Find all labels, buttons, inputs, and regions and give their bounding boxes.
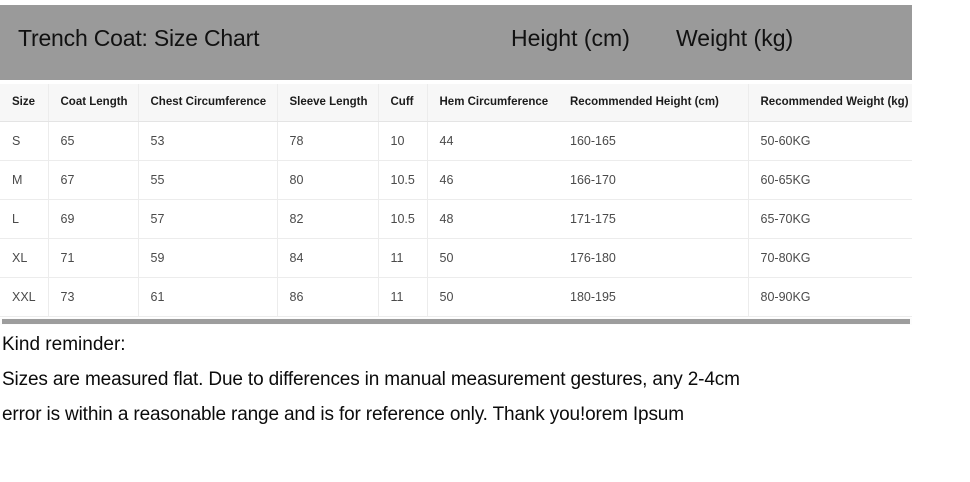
cell-hem-circumference: 50 (426, 277, 558, 318)
column-header-sleeve-length: Sleeve Length (276, 84, 378, 122)
table-row: L 69 57 82 10.5 48 (0, 199, 558, 240)
cell-coat-length: 73 (47, 277, 138, 318)
column-header-recommended-height: Recommended Height (cm) (558, 84, 748, 122)
table-row: XL 71 59 84 11 50 (0, 238, 558, 279)
cell-size: L (0, 199, 48, 240)
cell-sleeve-length: 86 (276, 277, 378, 318)
column-header-chest-circumference: Chest Circumference (137, 84, 277, 122)
cell-coat-length: 69 (47, 199, 138, 240)
cell-recommended-weight: 70-80KG (747, 238, 912, 279)
reminder-line-1: Sizes are measured flat. Due to differen… (2, 369, 740, 390)
page-title: Trench Coat: Size Chart (18, 25, 260, 51)
horizontal-scrollbar-thumb[interactable] (2, 319, 910, 324)
cell-recommended-weight: 50-60KG (747, 121, 912, 161)
cell-chest-circumference: 59 (137, 238, 277, 279)
table-row: 166-170 60-65KG (558, 160, 912, 200)
cell-coat-length: 71 (47, 238, 138, 279)
cell-recommended-height: 176-180 (558, 238, 748, 279)
table-row: S 65 53 78 10 44 (0, 121, 558, 161)
cell-size: M (0, 160, 48, 200)
cell-size: XXL (0, 277, 48, 318)
cell-cuff: 11 (377, 238, 427, 279)
column-header-cuff: Cuff (377, 84, 427, 122)
cell-chest-circumference: 61 (137, 277, 277, 318)
cell-coat-length: 67 (47, 160, 138, 200)
banner-header: Trench Coat: Size Chart Height (cm) Weig… (0, 5, 912, 80)
cell-sleeve-length: 80 (276, 160, 378, 200)
cell-chest-circumference: 55 (137, 160, 277, 200)
banner-height-label: Height (cm) (511, 25, 630, 51)
cell-size: S (0, 121, 48, 161)
cell-cuff: 10.5 (377, 160, 427, 200)
table-header-row: Recommended Height (cm) Recommended Weig… (558, 84, 912, 122)
cell-hem-circumference: 48 (426, 199, 558, 240)
cell-cuff: 10.5 (377, 199, 427, 240)
table-row: XXL 73 61 86 11 50 (0, 277, 558, 318)
cell-hem-circumference: 46 (426, 160, 558, 200)
cell-recommended-height: 180-195 (558, 277, 748, 318)
cell-sleeve-length: 84 (276, 238, 378, 279)
reminder-title: Kind reminder: (2, 334, 126, 355)
column-header-recommended-weight: Recommended Weight (kg) (747, 84, 912, 122)
banner-weight-label: Weight (kg) (676, 25, 794, 51)
column-header-size: Size (0, 84, 48, 122)
cell-chest-circumference: 57 (137, 199, 277, 240)
cell-coat-length: 65 (47, 121, 138, 161)
table-row: M 67 55 80 10.5 46 (0, 160, 558, 200)
tables-region: Size Coat Length Chest Circumference Sle… (0, 84, 912, 318)
cell-sleeve-length: 82 (276, 199, 378, 240)
cell-recommended-weight: 60-65KG (747, 160, 912, 200)
cell-recommended-weight: 80-90KG (747, 277, 912, 318)
table-row: 171-175 65-70KG (558, 199, 912, 240)
cell-cuff: 11 (377, 277, 427, 318)
cell-sleeve-length: 78 (276, 121, 378, 161)
reminder-line-2: error is within a reasonable range and i… (2, 404, 684, 425)
cell-recommended-height: 166-170 (558, 160, 748, 200)
column-header-coat-length: Coat Length (47, 84, 138, 122)
recommendation-table: Recommended Height (cm) Recommended Weig… (558, 84, 912, 318)
cell-recommended-height: 160-165 (558, 121, 748, 161)
table-row: 176-180 70-80KG (558, 238, 912, 279)
cell-recommended-weight: 65-70KG (747, 199, 912, 240)
cell-chest-circumference: 53 (137, 121, 277, 161)
cell-recommended-height: 171-175 (558, 199, 748, 240)
table-row: 160-165 50-60KG (558, 121, 912, 161)
cell-size: XL (0, 238, 48, 279)
table-row: 180-195 80-90KG (558, 277, 912, 318)
cell-hem-circumference: 50 (426, 238, 558, 279)
table-header-row: Size Coat Length Chest Circumference Sle… (0, 84, 558, 122)
reminder-block: Kind reminder: Sizes are measured flat. … (2, 334, 968, 439)
cell-hem-circumference: 44 (426, 121, 558, 161)
cell-cuff: 10 (377, 121, 427, 161)
measurement-table: Size Coat Length Chest Circumference Sle… (0, 84, 558, 318)
column-header-hem-circumference: Hem Circumference (426, 84, 558, 122)
